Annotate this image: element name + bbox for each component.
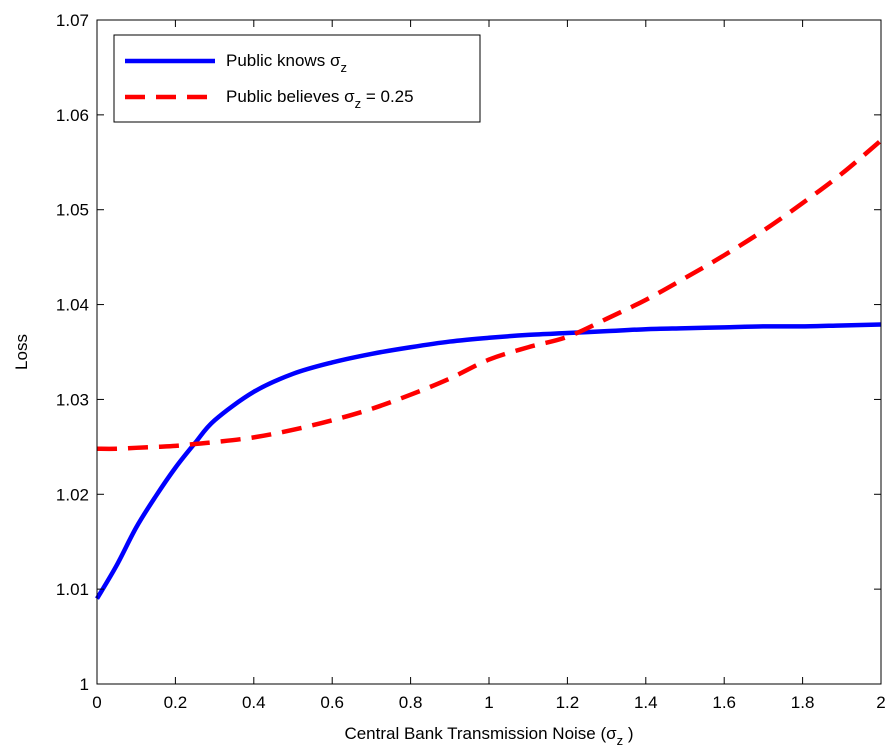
legend-box — [113, 34, 481, 123]
y-tick-label: 1.07 — [56, 11, 89, 30]
y-tick-label: 1.06 — [56, 106, 89, 125]
x-axis-label-sigma: σ — [606, 724, 617, 743]
legend-label-suffix: = 0.25 — [361, 87, 413, 106]
x-axis-label-prefix: Central Bank Transmission Noise ( — [344, 724, 606, 743]
x-tick-label: 1.4 — [634, 693, 658, 712]
legend-label-subscript: z — [355, 96, 362, 111]
y-tick-label: 1.03 — [56, 390, 89, 409]
x-axis-label-suffix: ) — [623, 724, 633, 743]
legend-label-sigma: σ — [330, 51, 341, 70]
x-tick-label: 1.6 — [712, 693, 736, 712]
legend-label-subscript: z — [340, 60, 347, 75]
y-axis-label: Loss — [12, 334, 31, 370]
x-axis-label: Central Bank Transmission Noise (σz ) — [344, 724, 633, 748]
x-axis-label-subscript: z — [617, 733, 624, 748]
x-tick-label: 1 — [484, 693, 493, 712]
x-tick-label: 0.6 — [320, 693, 344, 712]
x-tick-label: 1.2 — [556, 693, 580, 712]
legend-label-text: Public knows — [226, 51, 330, 70]
legend-label-text: Public believes — [226, 87, 344, 106]
x-tick-label: 0.8 — [399, 693, 423, 712]
x-tick-label: 2 — [876, 693, 885, 712]
legend-label-sigma: σ — [344, 87, 355, 106]
y-tick-label: 1 — [80, 675, 89, 694]
series-line-1 — [95, 322, 882, 600]
y-tick-label: 1.02 — [56, 485, 89, 504]
legend-label-1: Public knows σz — [226, 51, 347, 75]
x-tick-label: 1.8 — [791, 693, 815, 712]
series-line-2 — [96, 138, 883, 452]
x-tick-label: 0.4 — [242, 693, 266, 712]
legend-label-2: Public believes σz = 0.25 — [226, 87, 414, 111]
y-tick-label: 1.04 — [56, 296, 89, 315]
y-tick-label: 1.05 — [56, 201, 89, 220]
x-tick-label: 0 — [92, 693, 101, 712]
axis-ticks: 0 0.2 0.4 0.6 0.8 1 1.2 1.4 1.6 1.8 2 1 1.01 1.02 1.03… — [56, 11, 886, 712]
svg-text:Central Bank Transmission Nois: Central Bank Transmission Noise (σz ) — [344, 724, 633, 748]
x-tick-label: 0.2 — [164, 693, 188, 712]
y-tick-label: 1.01 — [56, 580, 89, 599]
series-layer — [95, 138, 883, 600]
